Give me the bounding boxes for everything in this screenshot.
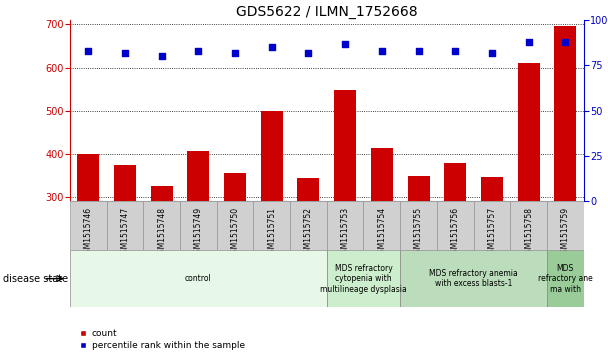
Bar [106, 201, 143, 250]
Point [267, 44, 277, 50]
Text: disease state: disease state [3, 274, 68, 284]
Point [83, 48, 93, 54]
Bar [70, 250, 327, 307]
Point [413, 48, 423, 54]
Bar [290, 201, 327, 250]
Text: GSM1515748: GSM1515748 [157, 207, 166, 258]
Bar [297, 178, 319, 327]
Text: GSM1515751: GSM1515751 [268, 207, 276, 258]
Bar [547, 201, 584, 250]
Bar [554, 26, 576, 327]
Bar [437, 201, 474, 250]
Bar [216, 201, 254, 250]
Text: GSM1515757: GSM1515757 [488, 207, 497, 258]
Text: GSM1515746: GSM1515746 [84, 207, 93, 258]
Text: MDS
refractory ane
ma with: MDS refractory ane ma with [538, 264, 593, 294]
Bar [187, 151, 209, 327]
Bar [143, 201, 180, 250]
Bar [400, 250, 547, 307]
Bar [364, 201, 400, 250]
Point [193, 48, 203, 54]
Point [340, 41, 350, 46]
Point [157, 53, 167, 59]
Point [377, 48, 387, 54]
Point [230, 50, 240, 56]
Bar [407, 176, 429, 327]
Bar [327, 201, 364, 250]
Bar [517, 63, 540, 327]
Bar [254, 201, 290, 250]
Legend: count, percentile rank within the sample: count, percentile rank within the sample [74, 326, 248, 354]
Bar [180, 201, 216, 250]
Bar [261, 111, 283, 327]
Text: GSM1515755: GSM1515755 [414, 207, 423, 258]
Text: GSM1515749: GSM1515749 [194, 207, 203, 258]
Bar [371, 148, 393, 327]
Bar [481, 177, 503, 327]
Bar [334, 90, 356, 327]
Bar [400, 201, 437, 250]
Bar [70, 201, 106, 250]
Point [303, 50, 313, 56]
Point [120, 50, 130, 56]
Bar [510, 201, 547, 250]
Text: GSM1515759: GSM1515759 [561, 207, 570, 258]
Text: GSM1515750: GSM1515750 [230, 207, 240, 258]
Bar [444, 163, 466, 327]
Text: GSM1515752: GSM1515752 [304, 207, 313, 258]
Bar [474, 201, 510, 250]
Text: MDS refractory anemia
with excess blasts-1: MDS refractory anemia with excess blasts… [429, 269, 518, 288]
Point [561, 39, 570, 45]
Point [523, 39, 533, 45]
Text: GSM1515758: GSM1515758 [524, 207, 533, 258]
Text: GSM1515756: GSM1515756 [451, 207, 460, 258]
Text: MDS refractory
cytopenia with
multilineage dysplasia: MDS refractory cytopenia with multilinea… [320, 264, 407, 294]
Bar [547, 250, 584, 307]
Point [487, 50, 497, 56]
Text: GSM1515747: GSM1515747 [120, 207, 130, 258]
Title: GDS5622 / ILMN_1752668: GDS5622 / ILMN_1752668 [236, 5, 418, 19]
Bar [224, 172, 246, 327]
Bar [327, 250, 400, 307]
Text: GSM1515753: GSM1515753 [340, 207, 350, 258]
Text: GSM1515754: GSM1515754 [378, 207, 386, 258]
Text: control: control [185, 274, 212, 283]
Bar [151, 186, 173, 327]
Bar [114, 165, 136, 327]
Point [451, 48, 460, 54]
Bar [77, 154, 99, 327]
